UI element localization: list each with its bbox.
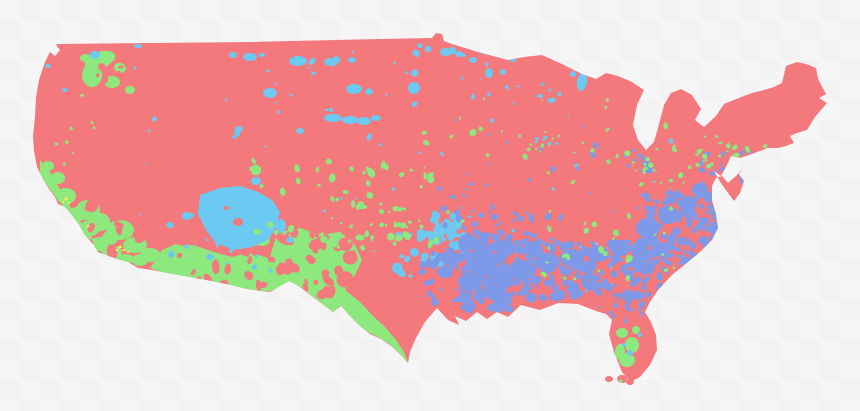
- yellow-city-dots: [61, 197, 130, 253]
- green-washington-cluster: [80, 50, 135, 94]
- salmon-hopi-hole: [223, 206, 243, 226]
- green-keys-dot: [619, 379, 623, 383]
- green-texas-wedge: [262, 228, 408, 363]
- sky-plains-scatter: [231, 43, 432, 141]
- sky-lake-champlain: [721, 98, 725, 106]
- green-twin-cities: [529, 130, 561, 153]
- peri-tennessee: [490, 211, 564, 250]
- peri-east-texas: [418, 240, 475, 306]
- green-plains-scatter: [249, 157, 440, 249]
- green-southeast-scatter: [540, 221, 676, 282]
- peri-ozark-cities: [436, 182, 518, 228]
- sky-northern-plains-blobs: [229, 52, 420, 134]
- green-chicago: [631, 157, 651, 172]
- green-carolinas-scatter: [638, 144, 722, 187]
- sky-florida-dots: [622, 333, 642, 356]
- sky-twin-cities: [534, 135, 559, 147]
- county-color-layers: [36, 43, 768, 367]
- sky-navajo-satellites: [166, 177, 294, 260]
- salmon-holes-southwest: [68, 186, 323, 292]
- sky-general-scatter: [133, 62, 674, 258]
- green-panhandle-scatter: [330, 191, 421, 251]
- green-midwest-scatter: [419, 97, 673, 227]
- green-florida-blobs: [615, 326, 640, 367]
- salmon-holes-texas: [276, 227, 374, 300]
- green-oregon-scatter: [54, 94, 96, 167]
